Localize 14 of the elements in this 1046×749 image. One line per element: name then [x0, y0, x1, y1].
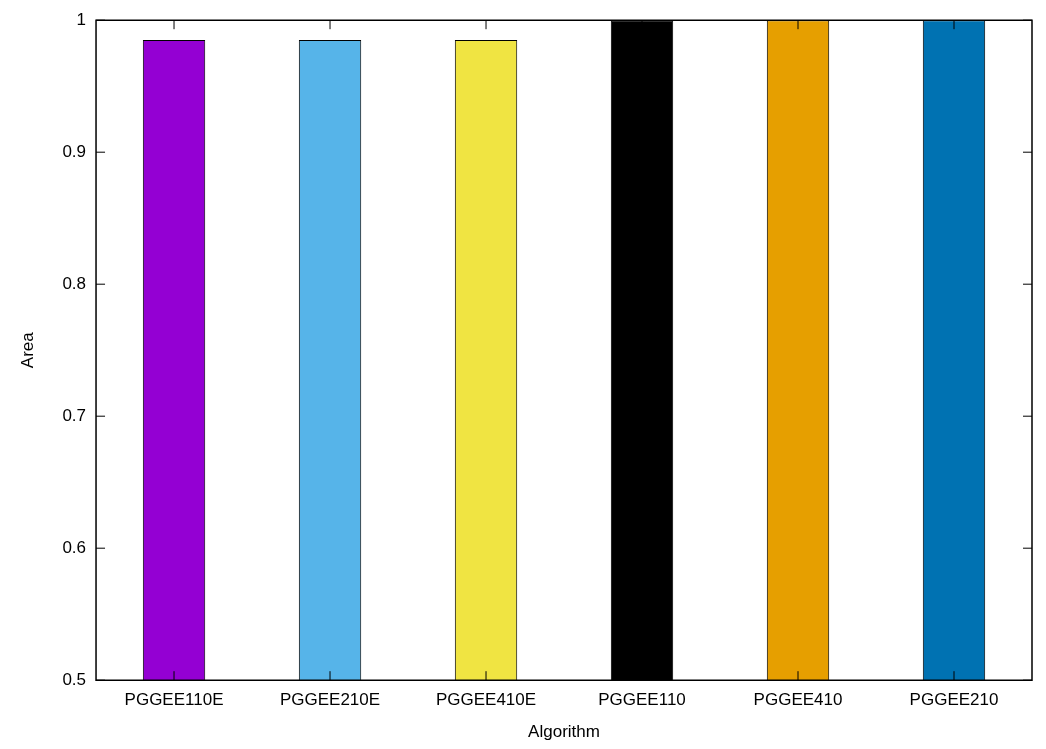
y-tick-label: 0.8: [62, 273, 87, 293]
x-tick-label: PGGEE210E: [279, 690, 381, 710]
y-tick-label: 1: [76, 9, 87, 29]
y-tick-label: 0.6: [62, 537, 87, 557]
y-tick-label: 0.5: [62, 669, 87, 689]
x-tick-label: PGGEE110: [598, 690, 686, 710]
x-tick-label: PGGEE410: [753, 690, 843, 710]
y-tick-label: 0.7: [62, 405, 87, 425]
y-tick-label: 0.9: [62, 141, 87, 161]
x-axis-title: Algorithm: [528, 722, 600, 742]
x-tick-label: PGGEE210: [909, 690, 999, 710]
x-tick-label: PGGEE110E: [124, 690, 224, 710]
y-axis-title: Area: [17, 331, 37, 369]
x-tick-label: PGGEE410E: [435, 690, 537, 710]
